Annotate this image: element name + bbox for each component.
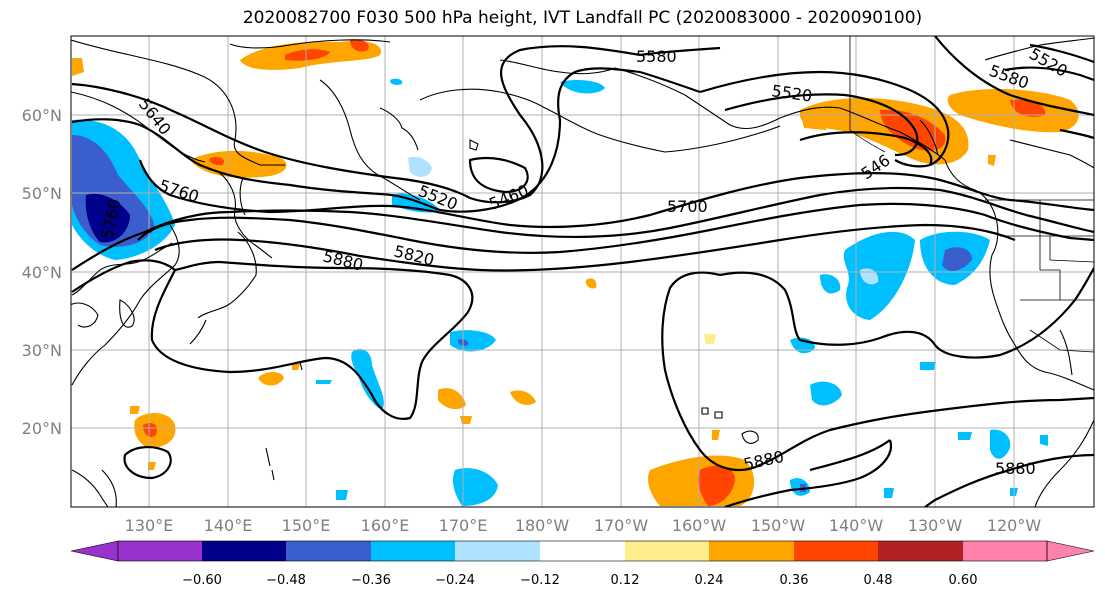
colorbar-extend-low [70, 540, 119, 562]
colorbar-swatch [540, 541, 625, 561]
colorbar-outline [117, 540, 1048, 562]
colorbar-tick-label: 0.24 [695, 573, 724, 588]
colorbar-swatch [625, 541, 709, 561]
graticule [71, 36, 1094, 507]
map-title: 2020082700 F030 500 hPa height, IVT Land… [242, 8, 923, 28]
contour-label: 5580 [636, 47, 677, 66]
colorbar-swatch [371, 541, 455, 561]
colorbar-tick-label: 0.12 [611, 573, 640, 588]
colorbar-swatch [878, 541, 963, 561]
colorbar-tick-label: 0.36 [780, 573, 809, 588]
height-contours [71, 36, 1094, 507]
colorbar-tick-label: −0.12 [520, 573, 560, 588]
contour-label: 546 [858, 150, 894, 183]
colorbar-tick-label: −0.36 [351, 573, 391, 588]
lat-label: 50°N [22, 184, 62, 203]
lat-label: 60°N [22, 106, 62, 125]
lon-label: 150°W [751, 516, 806, 535]
colorbar-swatch [455, 541, 540, 561]
ivt-positive-anomalies [72, 39, 1079, 506]
colorbar-tick-label: −0.48 [266, 573, 306, 588]
contour-label: 5640 [135, 95, 175, 139]
colorbar-extend-high [1046, 540, 1095, 562]
lon-label: 130°E [125, 516, 174, 535]
colorbar-swatch [709, 541, 794, 561]
colorbar-swatch [202, 541, 286, 561]
contour-label: 5820 [392, 241, 436, 269]
lon-label: 160°E [361, 516, 410, 535]
lon-label: 120°W [987, 516, 1042, 535]
lon-label: 170°W [594, 516, 649, 535]
lon-label: 170°E [439, 516, 488, 535]
longitude-labels: 130°E 140°E 150°E 160°E 170°E 180°W 170°… [125, 516, 1042, 535]
colorbar-tick-label: −0.60 [182, 573, 222, 588]
lat-label: 30°N [22, 341, 62, 360]
lon-label: 150°E [282, 516, 331, 535]
contour-label: 5880 [742, 447, 786, 474]
latitude-labels: 60°N 50°N 40°N 30°N 20°N [22, 106, 62, 438]
map-frame [70, 35, 1095, 508]
lon-label: 140°W [829, 516, 884, 535]
contour-label: 5880 [995, 459, 1036, 478]
lat-label: 40°N [22, 263, 62, 282]
contour-label: 5880 [321, 246, 365, 274]
contour-label: 5520 [770, 81, 813, 105]
colorbar-tick-label: −0.24 [435, 573, 475, 588]
lat-label: 20°N [22, 419, 62, 438]
lon-label: 160°W [672, 516, 727, 535]
colorbar-swatch [286, 541, 371, 561]
colorbar-tick-label: 0.48 [864, 573, 893, 588]
colorbar-swatch [794, 541, 878, 561]
colorbar-tick-label: 0.60 [949, 573, 978, 588]
contour-label: 5460 [486, 181, 531, 214]
contour-label: 5700 [667, 197, 708, 216]
lon-label: 130°W [908, 516, 963, 535]
colorbar: −0.60 −0.48 −0.36 −0.24 −0.12 0.12 0.24 … [70, 540, 1095, 588]
lon-label: 140°E [204, 516, 253, 535]
colorbar-swatch [963, 541, 1047, 561]
lon-label: 180°W [515, 516, 570, 535]
colorbar-swatch [118, 541, 202, 561]
